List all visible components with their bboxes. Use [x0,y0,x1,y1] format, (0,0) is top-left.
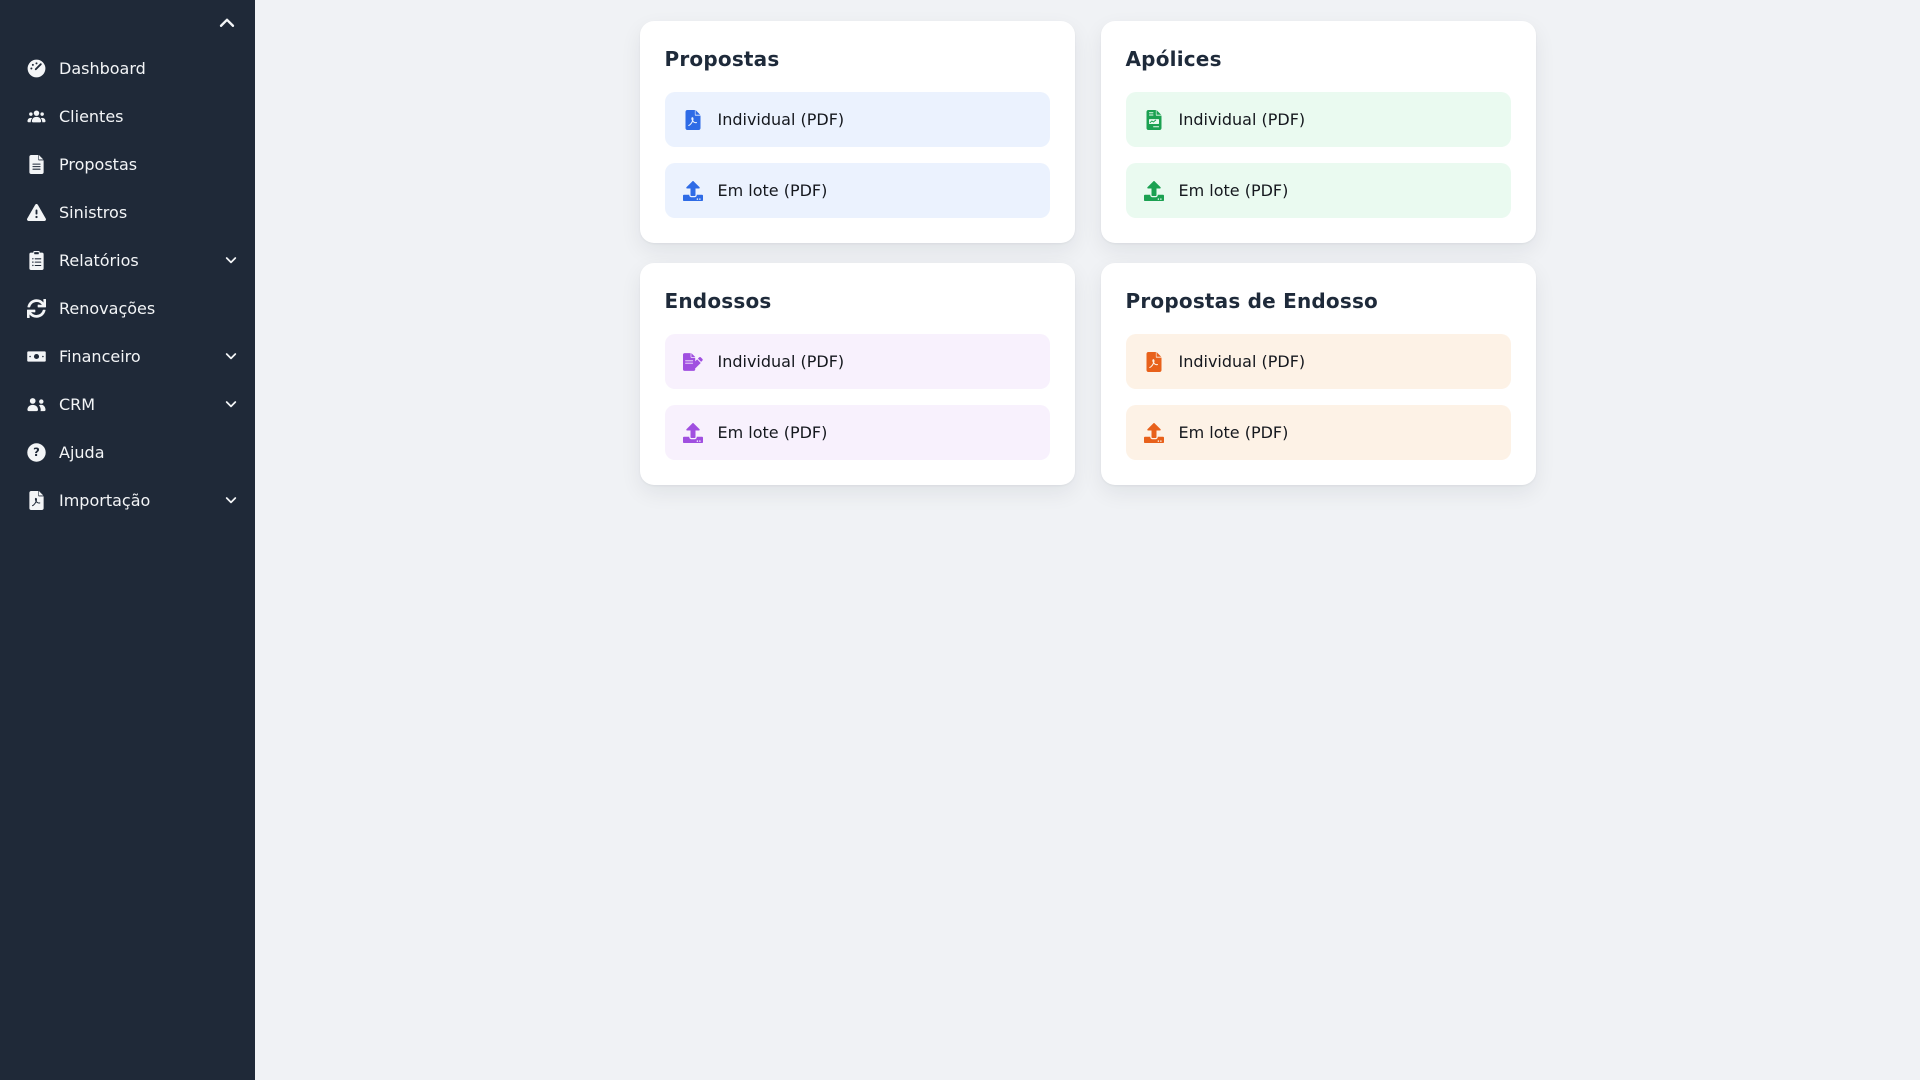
sidebar-item-label: Dashboard [59,58,146,78]
sidebar-item-label: Financeiro [59,346,141,366]
sidebar-nav: Dashboard Clientes Propostas Sinistros Relat… [0,44,255,524]
card-propostas-action-individual-pdf[interactable]: Individual (PDF) [664,92,1050,147]
card-propostas-de-endosso-action-individual-pdf[interactable]: Individual (PDF) [1125,334,1511,389]
file-invoice-icon [1144,109,1165,130]
card-propostas: Propostas Individual (PDF) Em lote (PDF) [639,21,1075,243]
clipboard-list-icon [26,250,46,270]
sidebar-item-label: Propostas [59,154,138,174]
chevron-down-icon [223,396,239,412]
action-label: Em lote (PDF) [1178,423,1289,442]
card-propostas-action-em-lote-pdf[interactable]: Em lote (PDF) [664,163,1050,218]
sidebar-item-label: Importação [59,490,151,510]
file-pdf-icon [683,109,704,130]
sidebar-item-sinistros[interactable]: Sinistros [0,188,255,236]
action-label: Individual (PDF) [717,352,845,371]
sidebar-item-label: CRM [59,394,96,414]
cards-grid: Propostas Individual (PDF) Em lote (PDF) Ap… [639,21,1536,485]
card-title: Apólices [1125,47,1222,71]
sidebar-item-ajuda[interactable]: ? Ajuda [0,428,255,476]
chevron-down-icon [223,492,239,508]
sidebar-item-renovacoes[interactable]: Renovações [0,284,255,332]
sidebar-item-label: Renovações [59,298,156,318]
sidebar-item-propostas[interactable]: Propostas [0,140,255,188]
sidebar-item-label: Relatórios [59,250,139,270]
file-signature-icon [683,351,704,372]
file-pdf-icon [1144,351,1165,372]
card-title: Propostas [664,47,780,71]
card-title: Endossos [664,289,772,313]
sidebar-item-financeiro[interactable]: Financeiro [0,332,255,380]
action-label: Individual (PDF) [717,110,845,129]
action-label: Em lote (PDF) [717,423,828,442]
upload-icon [1144,180,1165,201]
card-endossos-action-individual-pdf[interactable]: Individual (PDF) [664,334,1050,389]
action-label: Em lote (PDF) [717,181,828,200]
sidebar-item-label: Clientes [59,106,124,126]
warning-triangle-icon [26,202,46,222]
card-apolices: Apólices Individual (PDF) Em lote (PDF) [1100,21,1536,243]
chevron-down-icon [223,348,239,364]
file-pdf-icon [26,490,46,510]
action-label: Individual (PDF) [1178,352,1306,371]
card-endossos-action-em-lote-pdf[interactable]: Em lote (PDF) [664,405,1050,460]
sidebar-item-importacao[interactable]: Importação [0,476,255,524]
sync-icon [26,298,46,318]
card-endossos: Endossos Individual (PDF) Em lote (PDF) [639,263,1075,485]
upload-icon [683,180,704,201]
sidebar-item-dashboard[interactable]: Dashboard [0,44,255,92]
card-title: Propostas de Endosso [1125,289,1378,313]
sidebar-item-relatorios[interactable]: Relatórios [0,236,255,284]
question-circle-icon: ? [26,442,46,462]
card-apolices-action-individual-pdf[interactable]: Individual (PDF) [1125,92,1511,147]
file-alt-icon [26,154,46,174]
users-icon [26,106,46,126]
gauge-icon [26,58,46,78]
user-friends-icon [26,394,46,414]
upload-icon [1144,422,1165,443]
action-label: Individual (PDF) [1178,110,1306,129]
sidebar-item-label: Sinistros [59,202,128,222]
action-label: Em lote (PDF) [1178,181,1289,200]
card-propostas-de-endosso-action-em-lote-pdf[interactable]: Em lote (PDF) [1125,405,1511,460]
sidebar-item-crm[interactable]: CRM [0,380,255,428]
card-apolices-action-em-lote-pdf[interactable]: Em lote (PDF) [1125,163,1511,218]
card-propostas-de-endosso: Propostas de Endosso Individual (PDF) Em l… [1100,263,1536,485]
chevron-up-icon [216,12,238,38]
sidebar-item-clientes[interactable]: Clientes [0,92,255,140]
sidebar-collapse-button[interactable] [214,12,240,38]
sidebar-item-label: Ajuda [59,442,105,462]
sidebar: Dashboard Clientes Propostas Sinistros Relat… [0,0,255,1080]
upload-icon [683,422,704,443]
main-content: Propostas Individual (PDF) Em lote (PDF) Ap… [255,0,1920,1080]
svg-text:?: ? [33,445,40,459]
money-bill-icon [26,346,46,366]
chevron-down-icon [223,252,239,268]
